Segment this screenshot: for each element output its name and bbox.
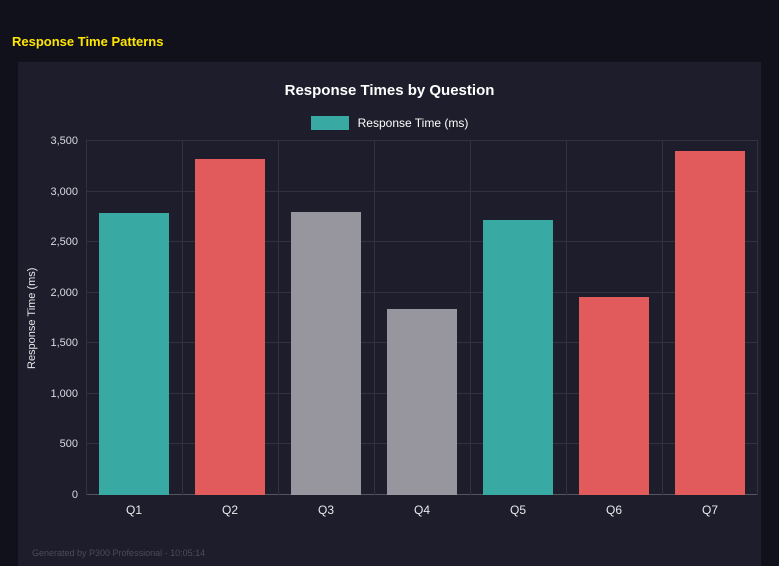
x-tick-label: Q6: [605, 503, 622, 517]
bar-column: [182, 141, 278, 495]
chart-title: Response Times by Question: [284, 82, 495, 99]
bar-column: [278, 141, 374, 495]
bar-column: [86, 141, 182, 495]
bar-column: [566, 141, 662, 495]
y-tick-label: 3,500: [50, 135, 78, 147]
h-gridline: [86, 291, 758, 293]
legend-label: Response Time (ms): [357, 116, 469, 130]
bar-column: [470, 141, 566, 495]
x-tick-label: Q3: [317, 503, 334, 517]
x-axis-labels: Q1 Q2 Q3 Q4 Q5 Q6 Q7: [86, 503, 758, 517]
v-gridline: [181, 141, 183, 495]
bar-q1[interactable]: [98, 212, 170, 495]
y-tick-label: 1,000: [50, 387, 78, 400]
page-title: Response Time Patterns: [12, 34, 164, 49]
chart-panel: Response Times by Question Response Time…: [18, 62, 761, 566]
y-tick-label: 2,500: [50, 236, 78, 249]
bar-q3[interactable]: [290, 211, 362, 495]
bar-q2[interactable]: [194, 159, 266, 495]
v-gridline: [374, 141, 375, 495]
legend-item[interactable]: Response Time (ms): [18, 116, 761, 130]
x-tick-label: Q7: [701, 503, 718, 517]
bar-q6[interactable]: [578, 296, 650, 495]
bar-q5[interactable]: [482, 219, 554, 495]
x-tick-label: Q5: [509, 503, 526, 517]
v-gridline: [86, 141, 87, 495]
x-tick-label: Q1: [125, 503, 142, 517]
bar-q7[interactable]: [674, 151, 746, 495]
plot-area: [86, 140, 758, 495]
v-gridline: [662, 141, 663, 495]
h-gridline: [86, 241, 758, 243]
y-tick-label: 2,000: [50, 286, 78, 299]
legend-swatch: [310, 116, 349, 130]
y-tick-label: 3,000: [50, 185, 78, 198]
bars-layer: [86, 141, 758, 495]
x-tick-label: Q2: [221, 503, 238, 517]
y-tick-label: 0: [71, 489, 78, 501]
v-gridline: [469, 141, 471, 495]
y-tick-label: 1,500: [50, 337, 78, 350]
bar-column: [662, 141, 758, 495]
y-tick-label: 500: [59, 438, 78, 451]
v-gridline: [277, 141, 279, 495]
h-gridline: [86, 140, 758, 141]
y-axis-labels: 0 500 1,000 1,500 2,000 2,500 3,000 3,500: [18, 135, 78, 501]
footer-text: Generated by P300 Professional - 10:05:1…: [32, 548, 206, 558]
bar-column: [374, 141, 470, 495]
v-gridline: [566, 141, 567, 495]
h-gridline: [86, 190, 758, 192]
x-tick-label: Q4: [413, 503, 430, 517]
bar-q4[interactable]: [386, 308, 458, 495]
v-gridline: [757, 141, 758, 495]
